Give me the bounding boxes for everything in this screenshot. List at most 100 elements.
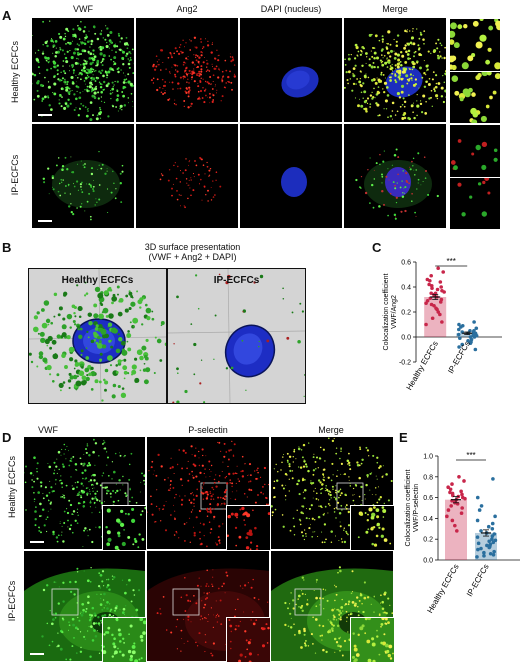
data-point <box>491 553 496 557</box>
data-point <box>487 545 492 550</box>
panel-label-d: D <box>2 430 12 445</box>
zoom-inset-healthy-2 <box>449 71 501 124</box>
micrograph-ang2-ip <box>136 124 238 228</box>
data-point <box>493 514 497 519</box>
chart-e: Colocalization coefficientVWF/P-selectin… <box>400 440 520 630</box>
data-point <box>475 555 479 559</box>
data-point <box>468 341 473 346</box>
data-point <box>428 278 432 283</box>
data-point <box>458 336 462 341</box>
zoom-inset-vwf-healthy-d <box>102 505 147 551</box>
data-point <box>475 518 480 523</box>
surface-render-healthy-label: Healthy ECFCs <box>61 275 134 286</box>
y-axis-label: Colocalization coefficientVWF/P-selectin <box>405 469 420 546</box>
data-point <box>459 489 463 494</box>
data-point <box>457 322 461 327</box>
data-point <box>450 518 455 523</box>
data-point <box>453 523 457 528</box>
y-axis-label: Colocalization coefficientVWF/Ang2 <box>383 273 398 350</box>
data-point <box>475 535 480 539</box>
data-point <box>440 320 444 324</box>
data-point <box>424 301 428 306</box>
y-axis-label-line2: VWF/Ang2 <box>391 295 398 329</box>
data-point <box>457 345 461 349</box>
surface-render-ip-label: IP-ECFCs <box>213 275 260 286</box>
col-label-vwf-a: VWF <box>73 4 93 14</box>
data-point <box>430 316 435 321</box>
row-label-ip-d: IP-ECFCs <box>7 580 17 622</box>
data-point <box>441 270 446 274</box>
zoom-inset-merge-ip-d <box>350 617 395 663</box>
data-point <box>432 303 436 308</box>
data-point <box>472 335 477 339</box>
data-point <box>446 508 451 512</box>
category-label: IP-ECFCs <box>465 563 491 599</box>
bar <box>456 333 479 337</box>
data-point <box>442 290 446 294</box>
panel-b-title-line1: 3D surface presentation <box>144 242 241 252</box>
col-label-dapi-a: DAPI (nucleus) <box>260 4 322 14</box>
data-point <box>490 534 495 538</box>
data-point <box>491 477 495 481</box>
data-point <box>485 543 489 548</box>
data-point <box>448 487 453 492</box>
surface-render-ip: IP-ECFCs <box>167 268 306 404</box>
data-point <box>430 286 434 291</box>
data-point <box>477 508 482 512</box>
data-point <box>490 527 495 531</box>
micrograph-dapi-ip <box>240 124 342 228</box>
data-point <box>460 506 464 510</box>
data-point <box>474 326 479 331</box>
data-point <box>456 332 461 337</box>
data-point <box>466 338 470 343</box>
data-point <box>424 322 428 327</box>
zoom-inset-pselectin-ip-d <box>226 617 271 663</box>
data-point <box>479 546 483 551</box>
micrograph-merge-healthy <box>344 18 446 122</box>
data-point <box>459 511 464 515</box>
col-label-vwf-d: VWF <box>38 425 58 435</box>
col-label-pselectin-d: P-selectin <box>188 425 228 435</box>
data-point <box>457 327 461 332</box>
category-label: Healthy ECFCs <box>425 563 460 615</box>
data-point <box>482 550 486 555</box>
row-label-healthy-a: Healthy ECFCs <box>10 41 20 104</box>
data-point <box>472 320 476 324</box>
data-point <box>490 537 494 541</box>
data-point <box>476 541 481 546</box>
micrograph-dapi-healthy <box>240 18 342 122</box>
zoom-inset-merge-healthy-d <box>350 505 395 551</box>
panel-label-c: C <box>372 240 382 255</box>
data-point <box>482 554 486 558</box>
significance-label: *** <box>466 451 475 460</box>
data-point <box>436 266 440 271</box>
data-point <box>462 479 466 483</box>
data-point <box>491 540 496 545</box>
data-point <box>476 547 480 552</box>
zoom-inset-ip-2 <box>449 177 501 230</box>
y-tick-label: 0.2 <box>401 310 411 317</box>
y-tick-label: 1.0 <box>423 454 433 461</box>
y-axis-label-line2: VWF/P-selectin <box>413 484 420 532</box>
col-label-merge-a: Merge <box>382 4 408 14</box>
y-tick-label: 0.2 <box>423 537 433 544</box>
y-tick-label: 0.0 <box>423 558 433 565</box>
col-label-ang2-a: Ang2 <box>176 4 198 14</box>
data-point <box>479 529 483 533</box>
data-point <box>486 524 491 529</box>
category-label: IP-ECFCs <box>446 340 472 376</box>
data-point <box>429 291 433 296</box>
bar <box>424 297 447 337</box>
panel-label-e: E <box>399 430 408 445</box>
data-point <box>490 521 495 526</box>
data-point <box>435 287 440 292</box>
data-point <box>446 485 450 489</box>
chart-c: Colocalization coefficientVWF/Ang2 -0.2 0.… <box>378 250 520 430</box>
row-label-healthy-d: Healthy ECFCs <box>7 456 17 519</box>
micrograph-vwf-healthy <box>32 18 134 122</box>
data-point <box>450 482 454 486</box>
zoom-inset-healthy-1 <box>449 18 501 72</box>
y-tick-label: 0.6 <box>423 495 433 502</box>
y-tick-label: 0.0 <box>401 335 411 342</box>
col-label-merge-d: Merge <box>318 425 344 435</box>
